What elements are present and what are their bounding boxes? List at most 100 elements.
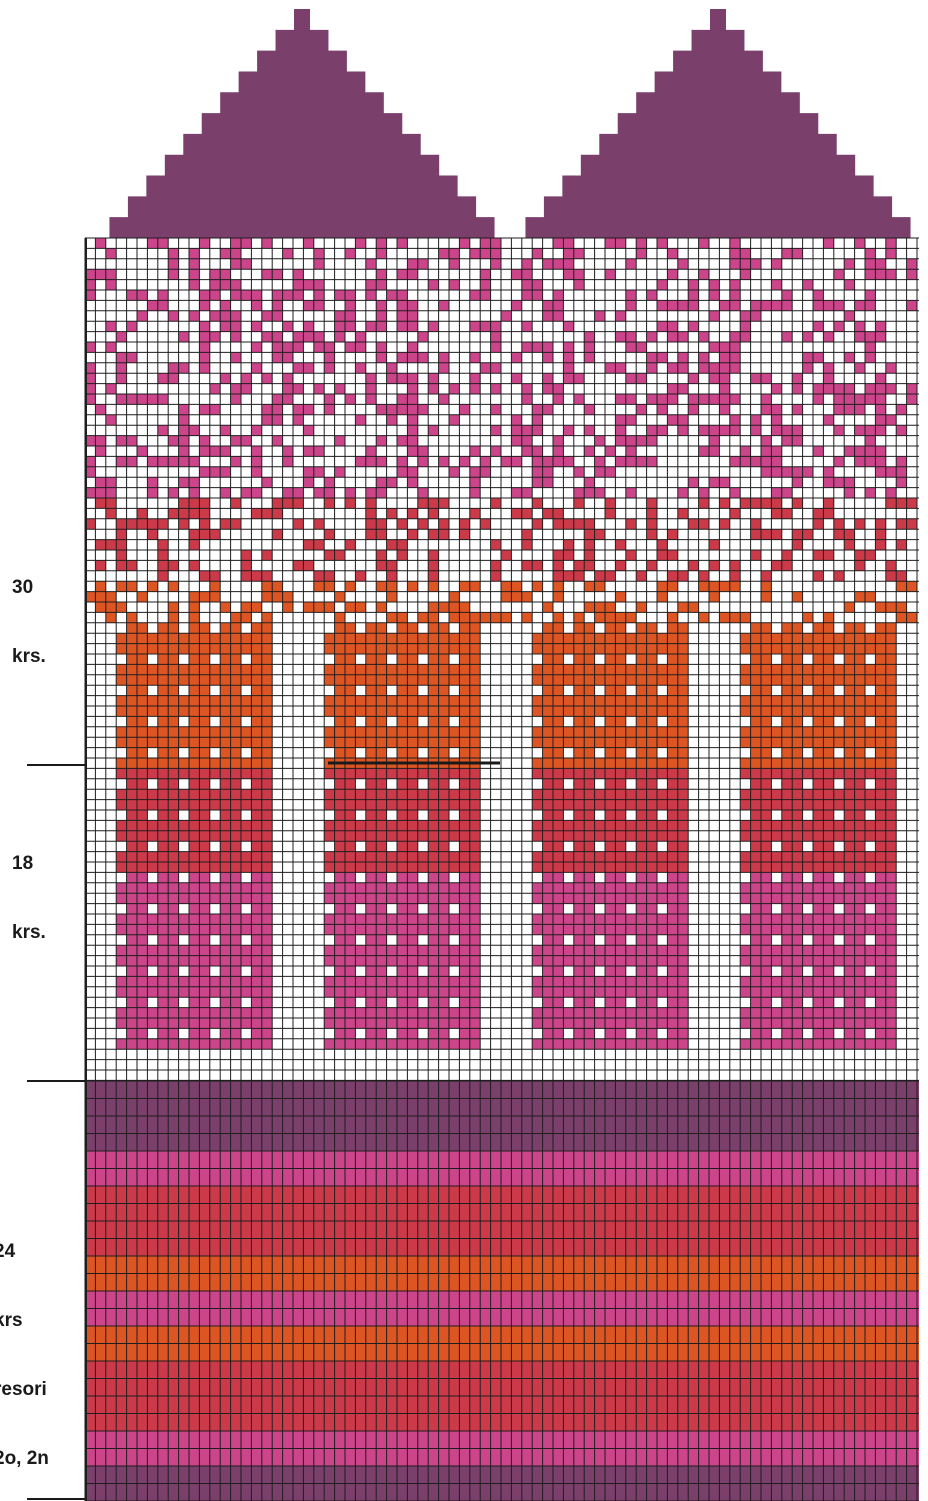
pattern-stitch [501,310,512,322]
pattern-stitch [667,768,678,779]
pattern-stitch [646,862,657,873]
pattern-stitch [761,893,772,904]
pattern-stitch [740,851,751,862]
pattern-stitch [844,758,855,769]
pattern-stitch [324,342,335,353]
pattern-stitch [771,955,782,966]
pattern-stitch [178,674,189,686]
pattern-stitch [813,810,824,821]
pattern-stitch [750,685,761,696]
pattern-stitch [813,643,824,654]
pattern-stitch [230,622,241,634]
pattern-stitch [813,820,824,831]
pattern-stitch [209,820,221,831]
pattern-stitch [178,830,189,842]
pattern-stitch [511,373,522,384]
pattern-stitch [677,747,689,758]
pattern-stitch [490,446,501,457]
pattern-stitch [532,414,543,426]
pattern-stitch [241,560,252,571]
pattern-stitch [251,789,262,800]
pattern-stitch [189,903,200,914]
pattern-stitch [740,633,751,644]
pattern-stitch [636,810,647,821]
pattern-stitch [667,830,678,842]
pattern-stitch [761,570,772,582]
pattern-stitch [771,726,782,738]
pattern-stitch [792,1018,803,1029]
pattern-stitch [230,674,241,686]
pattern-stitch [168,695,179,706]
pattern-stitch [625,435,637,446]
pattern-stitch [553,976,564,987]
pattern-stitch [438,768,449,779]
pattern-stitch [365,872,377,883]
pattern-stitch [542,685,553,696]
pattern-stitch [116,1038,127,1050]
pattern-stitch [199,1018,210,1029]
pattern-stitch [251,830,262,842]
pattern-stitch [241,726,252,738]
pattern-stitch [792,435,803,446]
pattern-stitch [85,518,96,530]
pattern-stitch [750,976,761,987]
pattern-stitch [261,810,273,821]
pattern-stitch [376,622,387,634]
pattern-stitch [844,352,855,363]
pattern-stitch [792,810,803,821]
pattern-stitch [709,477,720,488]
pattern-stitch [105,248,117,259]
pattern-stitch [147,300,158,311]
pattern-stitch [449,851,460,862]
pattern-stitch [189,841,200,852]
pattern-stitch [563,518,574,530]
pattern-stitch [688,300,699,311]
pattern-stitch [729,258,741,270]
pattern-stitch [469,695,481,706]
pattern-stitch [241,914,252,925]
pattern-stitch [625,851,637,862]
pattern-stitch [438,674,449,686]
pattern-stitch [407,716,418,727]
pattern-stitch [573,934,585,946]
pattern-stitch [573,570,585,582]
pattern-stitch [823,758,834,769]
pattern-stitch [771,986,782,998]
pattern-stitch [126,914,137,925]
pattern-stitch [854,986,865,998]
thumb-row-count: 30 [12,577,34,598]
pattern-stitch [334,903,345,914]
pattern-stitch [428,914,439,925]
pattern-stitch [407,997,418,1008]
pattern-stitch [750,674,761,686]
pattern-stitch [126,997,137,1008]
pattern-stitch [781,778,793,790]
pattern-stitch [792,674,803,686]
pattern-stitch [220,872,231,883]
pattern-stitch [459,633,470,644]
pattern-stitch [553,570,564,582]
pattern-stitch [407,1018,418,1029]
pattern-stitch [854,362,865,374]
pattern-stitch [740,258,751,270]
pattern-stitch [657,862,668,873]
pattern-stitch [698,238,709,249]
pattern-stitch [896,539,907,550]
pattern-stitch [469,612,481,623]
pattern-stitch [553,394,564,405]
pattern-stitch [761,664,772,675]
pattern-stitch [896,602,907,613]
pattern-stitch [584,654,595,665]
pattern-stitch [542,862,553,873]
pattern-stitch [750,799,761,810]
pattern-stitch [126,851,137,862]
pattern-stitch [345,747,356,758]
pattern-stitch [199,1028,210,1039]
pattern-stitch [220,976,231,987]
pattern-stitch [625,914,637,925]
pattern-stitch [594,435,605,446]
pattern-stitch [667,248,678,259]
pattern-stitch [875,882,886,894]
pattern-stitch [709,446,720,457]
pattern-stitch [667,778,678,790]
